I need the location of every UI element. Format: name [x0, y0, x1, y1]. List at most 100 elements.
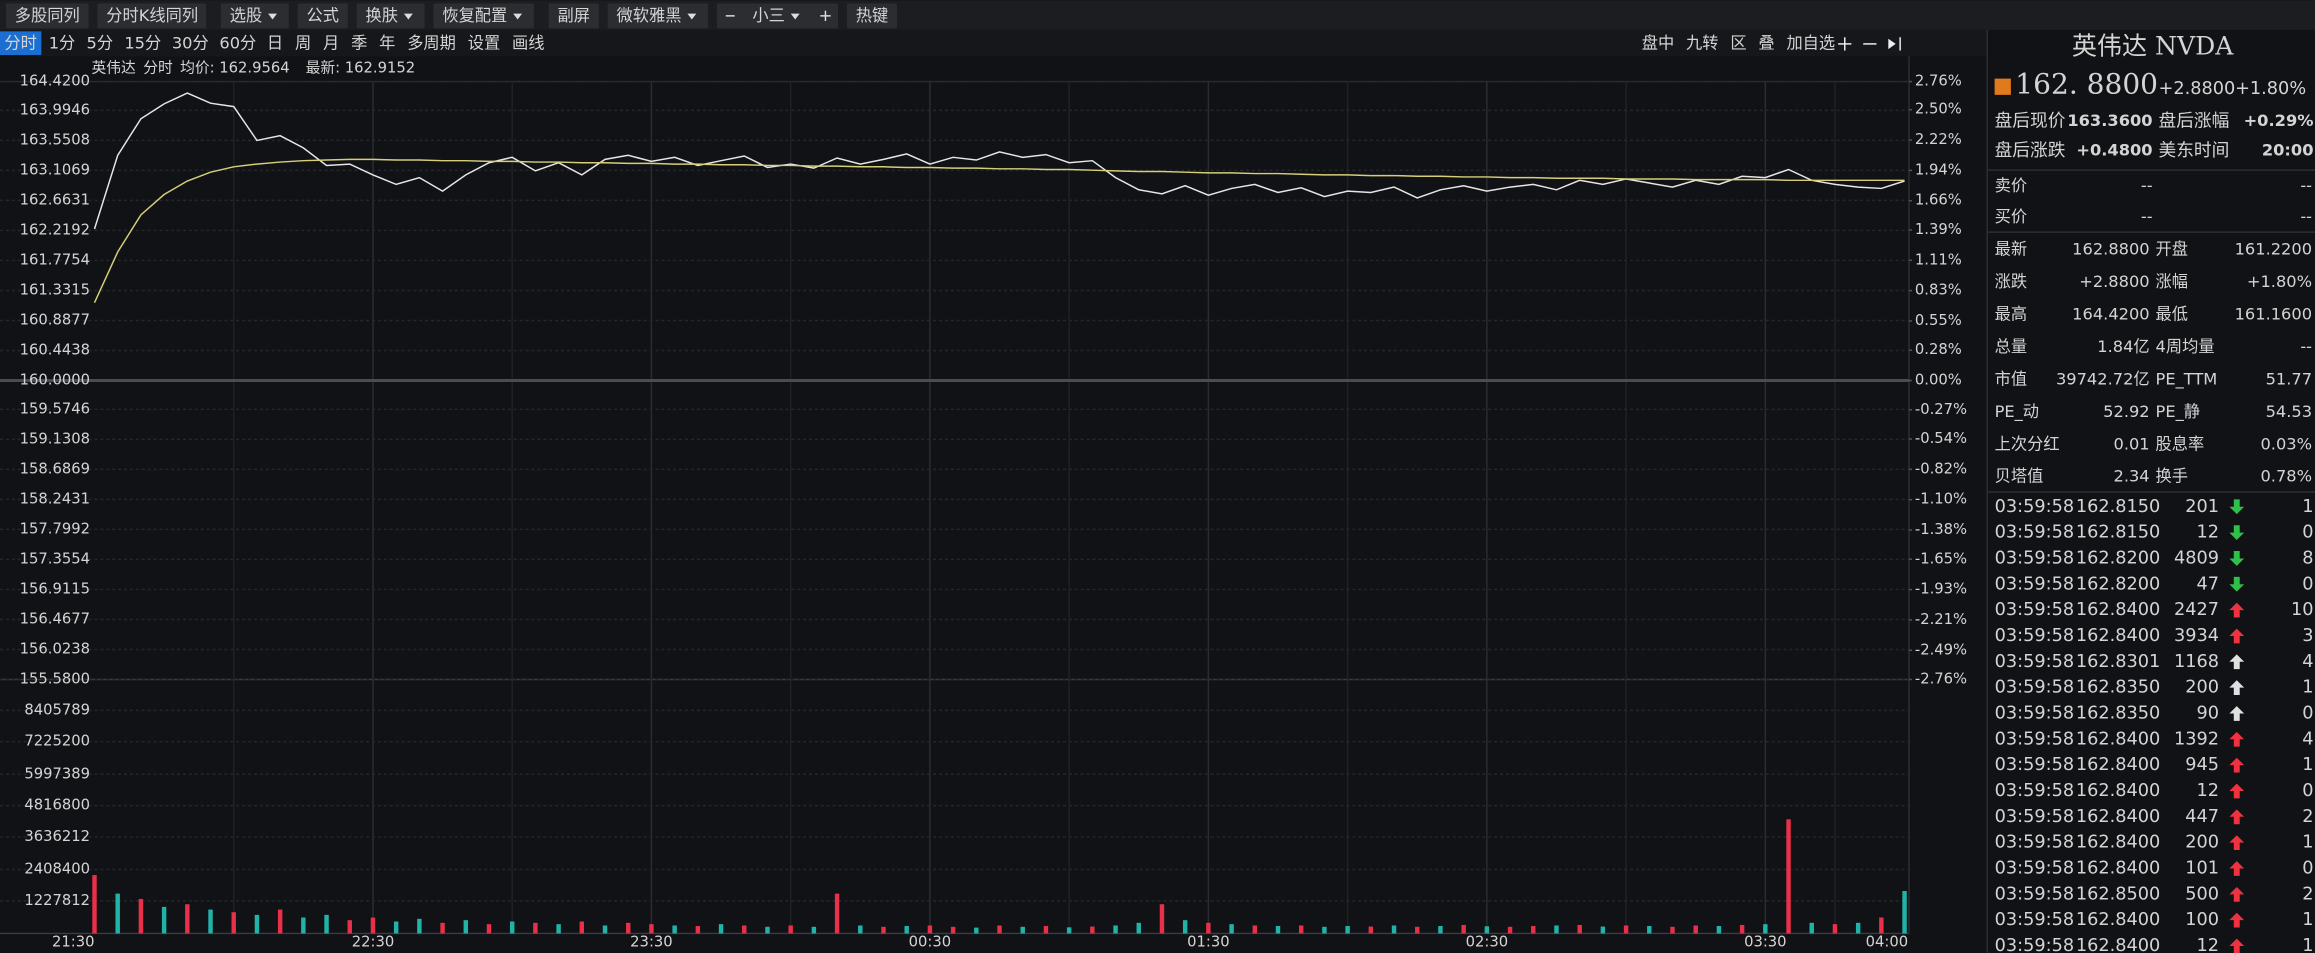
trade-time: 03:59:58 [1995, 858, 2075, 878]
y-tick-label: 160.0000 [20, 372, 90, 389]
tab[interactable]: 5分 [87, 33, 114, 52]
toolbar-label: 副屏 [557, 6, 589, 25]
volume-bar [579, 921, 585, 934]
y2-tick-label: 0.55% [1915, 312, 1962, 329]
toolbar-label: 多股同列 [15, 6, 80, 25]
trade-volume: 945 [2185, 755, 2219, 775]
tab[interactable]: 分时 [4, 33, 36, 52]
volume-bar [1252, 925, 1258, 934]
market-badge [1994, 78, 2011, 95]
after-hours-value: 163.3600 [2067, 111, 2152, 130]
chart-tool[interactable]: 九转 [1686, 33, 1718, 52]
x-tick-label: 21:30 [52, 933, 95, 950]
toolbar-button[interactable] [846, 3, 898, 29]
trade-arrow [2229, 757, 2245, 773]
y-tick-label: 164.4200 [20, 73, 90, 90]
volume-bar [1739, 924, 1745, 934]
trade-volume: 200 [2185, 833, 2219, 853]
toolbar-label: 热键 [856, 6, 888, 25]
y2-tick-label: 0.28% [1915, 341, 1962, 358]
volume-bar [1763, 924, 1768, 934]
trade-volume: 1168 [2174, 652, 2219, 672]
tab[interactable]: 60分 [219, 33, 256, 52]
stat-value: +2.8800 [2079, 272, 2149, 291]
tab[interactable]: 15分 [124, 33, 161, 52]
trade-price: 162.8400 [2076, 936, 2160, 953]
volume-bar [115, 893, 120, 934]
toolbar-button[interactable] [716, 3, 839, 29]
tab[interactable]: 月 [323, 33, 339, 52]
x-tick-label: 03:30 [1744, 933, 1787, 950]
trade-count: 0 [2302, 781, 2313, 801]
volume-bar [788, 925, 793, 934]
chart-tool[interactable]: 叠 [1758, 33, 1774, 52]
y2-tick-label: -2.76% [1915, 671, 1967, 688]
stat-label: 涨幅 [2156, 272, 2188, 291]
book-value: -- [2300, 207, 2312, 226]
y2-tick-label: -0.54% [1915, 430, 1967, 447]
trade-time: 03:59:58 [1995, 755, 2075, 775]
stat-label: 最高 [1995, 304, 2027, 323]
trade-arrow [2229, 783, 2245, 799]
y-tick-label: 162.6631 [20, 191, 90, 208]
tab[interactable]: 日 [267, 33, 283, 52]
chart-tool[interactable]: 加自选 [1786, 33, 1835, 52]
dropdown-arrow [268, 13, 277, 20]
dropdown-arrow [513, 13, 523, 20]
stat-label: 总量 [1995, 337, 2027, 356]
tool-expand[interactable] [1888, 38, 1896, 50]
volume-bar [1855, 922, 1861, 934]
toolbar-label: 公式 [307, 6, 339, 25]
toolbar-button[interactable] [356, 3, 425, 29]
tab[interactable]: 30分 [172, 33, 209, 52]
trade-count: 1 [2302, 678, 2313, 698]
y2-tick-label: 1.66% [1915, 192, 1962, 209]
stat-label: 贝塔值 [1995, 467, 2044, 486]
stat-label: 最低 [2156, 304, 2188, 323]
trade-time: 03:59:58 [1995, 626, 2075, 646]
volume-bar [440, 922, 445, 934]
y-tick-label: 161.7754 [20, 251, 90, 268]
y-tick-label: 160.8877 [20, 311, 90, 328]
stat-value: 39742.72亿 [2056, 369, 2150, 388]
volume-bar [811, 926, 817, 934]
y2-tick-label: 1.94% [1915, 161, 1962, 178]
chart-tool[interactable]: 盘中 [1642, 33, 1674, 52]
y2-tick-label: -0.27% [1915, 401, 1967, 418]
stat-value: 51.77 [2266, 369, 2312, 388]
trade-count: 0 [2302, 574, 2313, 594]
after-hours-label: 盘后现价 [1995, 110, 2066, 131]
toolbar-button[interactable] [548, 3, 599, 29]
toolbar-button[interactable] [97, 3, 207, 29]
tab[interactable]: 1分 [49, 33, 76, 52]
toolbar-button[interactable] [297, 3, 348, 29]
volume-bar [1020, 926, 1025, 934]
tab[interactable]: 多周期 [407, 33, 456, 52]
tab[interactable]: 年 [379, 33, 395, 52]
stat-value: 52.92 [2103, 402, 2149, 421]
y2-tick-label: -0.82% [1915, 460, 1967, 477]
tab[interactable]: 周 [295, 33, 311, 52]
volume-bar [161, 906, 167, 934]
stat-value: 0.03% [2260, 434, 2312, 453]
trade-arrow [2229, 886, 2245, 902]
volume-bar [1902, 890, 1907, 934]
after-hours-value: +0.29% [2244, 111, 2314, 130]
trade-time: 03:59:58 [1995, 548, 2075, 568]
toolbar-button[interactable] [5, 3, 89, 29]
volume-bar [1507, 926, 1513, 934]
tab[interactable]: 季 [351, 33, 367, 52]
trade-count: 1 [2302, 910, 2313, 930]
stat-label: PE_动 [1995, 402, 2039, 422]
toolbar-button[interactable] [607, 3, 709, 29]
volume-bar [904, 926, 909, 934]
trade-volume: 90 [2197, 703, 2220, 723]
toolbar-button[interactable] [220, 3, 289, 29]
tab[interactable]: 设置 [468, 33, 500, 52]
trade-time: 03:59:58 [1995, 600, 2075, 620]
toolbar-label: 恢复配置 [442, 6, 507, 25]
tab[interactable]: 画线 [512, 33, 544, 52]
chart-tool[interactable]: 区 [1730, 33, 1746, 52]
toolbar-button[interactable] [433, 3, 534, 29]
